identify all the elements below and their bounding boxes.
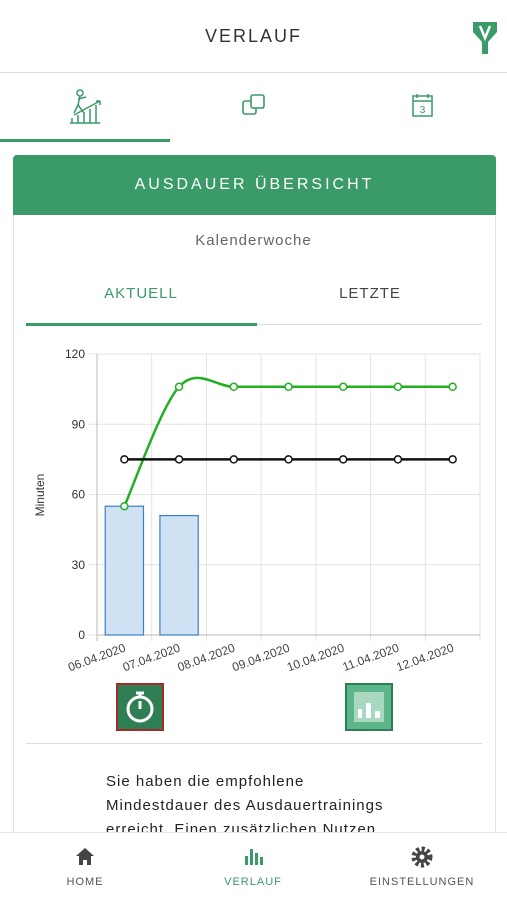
divider	[26, 743, 482, 744]
point	[229, 382, 239, 392]
nav-label[interactable]: VERLAUF	[224, 876, 282, 888]
x-tick-label: 11.04.2020	[341, 641, 402, 675]
timer-button[interactable]	[116, 683, 164, 731]
nav-label[interactable]: EINSTELLUNGEN	[369, 876, 475, 888]
card	[13, 155, 496, 877]
point	[174, 455, 184, 464]
point	[448, 382, 457, 392]
x-tick-label: 12.04.2020	[394, 641, 456, 675]
segment-tab[interactable]: AKTUELL	[104, 285, 178, 302]
message-line: Mindestdauer des Ausdauertrainings	[106, 797, 384, 814]
point	[338, 455, 348, 464]
point	[393, 382, 403, 392]
nav-icons	[76, 846, 433, 868]
header-title: VERLAUF	[204, 26, 303, 46]
logo	[473, 22, 497, 54]
tab-indicator	[0, 139, 170, 142]
message-line: Sie haben die empfohlene	[106, 773, 305, 790]
y-axis-label: Minuten	[33, 474, 47, 517]
card-title: AUSDAUER ÜBERSICHT	[13, 155, 496, 215]
y-tick-label: 30	[72, 558, 86, 572]
x-tick-label: 07.04.2020	[121, 641, 183, 675]
segment-tab[interactable]: LETZTE	[339, 285, 401, 302]
point	[448, 455, 457, 464]
x-tick-label: 06.04.2020	[66, 641, 128, 675]
chart-icon[interactable]	[245, 849, 263, 865]
home-icon[interactable]	[76, 848, 94, 865]
y-tick-label: 0	[78, 628, 85, 642]
x-tick-label: 10.04.2020	[285, 641, 347, 675]
y-tick-label: 120	[65, 347, 85, 361]
tab-compare[interactable]	[242, 94, 265, 115]
y-tick-label: 60	[72, 488, 86, 502]
point	[120, 455, 129, 464]
top-tabs: 3	[0, 89, 433, 142]
point	[284, 382, 293, 392]
x-tick-label: 08.04.2020	[176, 641, 238, 675]
bar	[159, 514, 199, 636]
segment-indicator	[26, 323, 257, 326]
card-subtitle: Kalenderwoche	[195, 232, 312, 249]
y-tick-label: 90	[72, 417, 86, 431]
nav-label[interactable]: HOME	[66, 876, 104, 888]
header-divider	[0, 72, 507, 73]
line	[123, 376, 453, 507]
point	[174, 382, 184, 392]
x-tick-label: 09.04.2020	[230, 641, 292, 675]
point	[393, 455, 403, 464]
point	[284, 455, 293, 464]
tab-progress[interactable]	[70, 89, 101, 124]
point	[120, 501, 129, 511]
tab-calendar[interactable]: 3	[412, 94, 433, 117]
point	[229, 455, 239, 464]
bar	[104, 505, 145, 636]
svg-text:3: 3	[420, 105, 426, 116]
point	[338, 382, 348, 392]
chart: Minuten 0 30 60 90 120 06.04.202007.04.202008…	[33, 347, 481, 675]
stats-button[interactable]	[345, 683, 393, 731]
settings-icon[interactable]	[411, 846, 433, 868]
